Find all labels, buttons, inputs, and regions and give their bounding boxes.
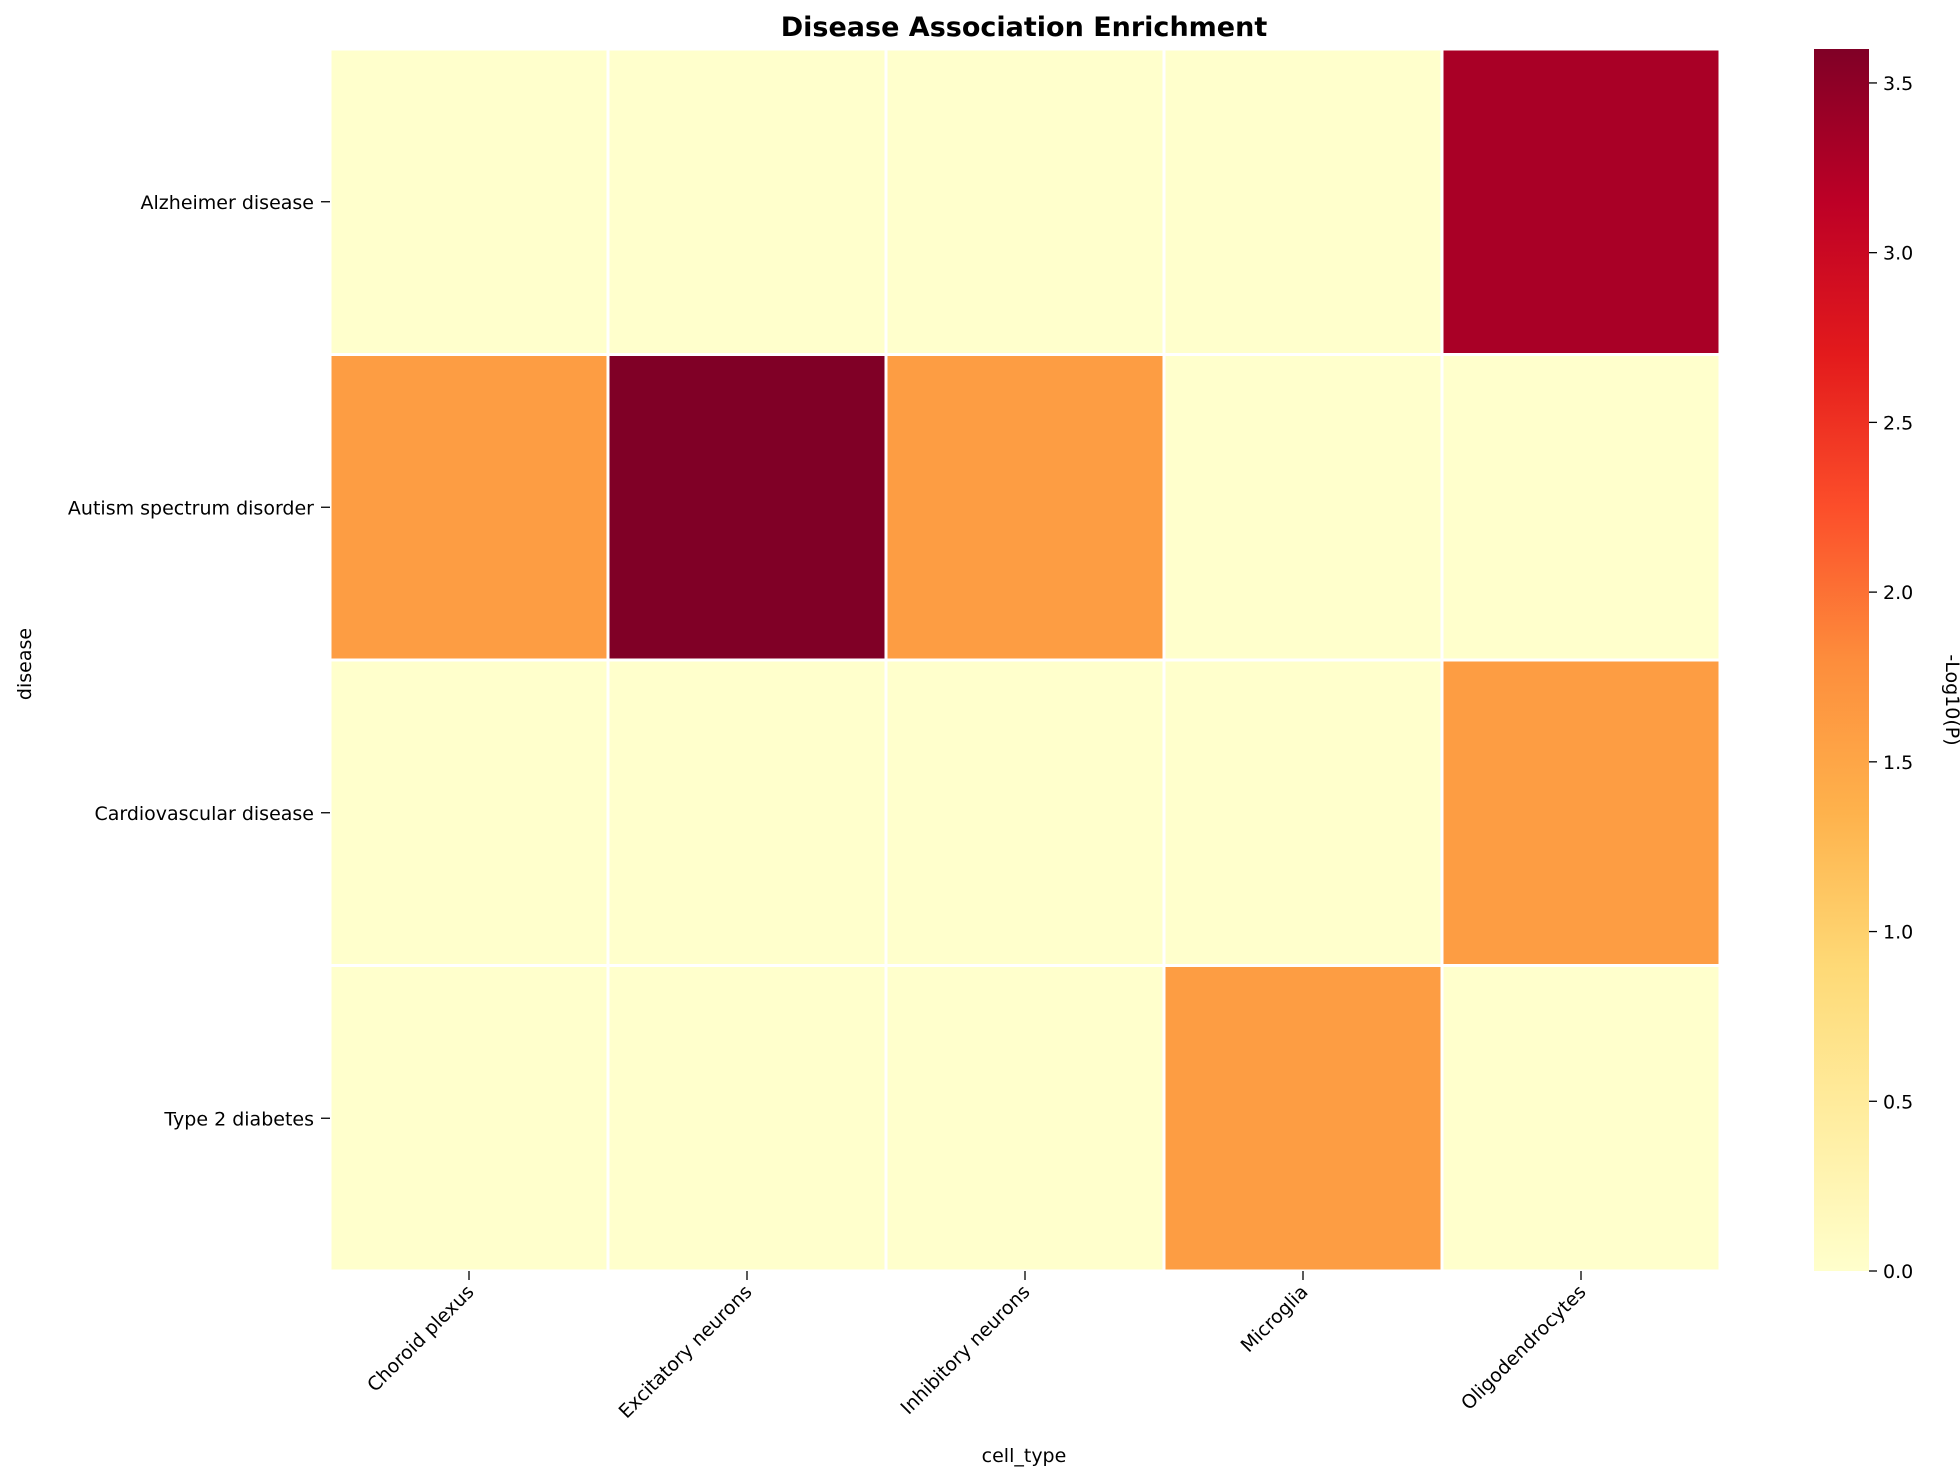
heatmap-cell bbox=[328, 353, 610, 662]
colorbar-tick-label: 1.5 bbox=[1883, 752, 1913, 774]
x-tick-label: Excitatory neurons bbox=[615, 1281, 757, 1423]
heatmap-cell bbox=[1162, 353, 1444, 662]
heatmap-cell bbox=[884, 658, 1166, 967]
heatmap-cell bbox=[884, 964, 1166, 1273]
heatmap-cell bbox=[606, 353, 888, 662]
heatmap-cell bbox=[606, 964, 888, 1273]
x-tick-label: Choroid plexus bbox=[363, 1281, 478, 1396]
heatmap-cell bbox=[1162, 47, 1444, 356]
heatmap-cell bbox=[606, 47, 888, 356]
y-tick-label: Cardiovascular disease bbox=[94, 803, 314, 825]
y-axis-label: disease bbox=[14, 628, 36, 700]
y-tick-label: Alzheimer disease bbox=[141, 192, 314, 214]
x-axis: Choroid plexus Excitatory neurons Inhibito… bbox=[363, 1271, 1591, 1423]
colorbar-gradient bbox=[1814, 49, 1869, 1271]
heatmap-cell bbox=[884, 353, 1166, 662]
colorbar-tick-label: 0.5 bbox=[1883, 1091, 1913, 1113]
x-tick-label: Inhibitory neurons bbox=[896, 1281, 1034, 1419]
colorbar-tick-label: 3.5 bbox=[1883, 73, 1913, 95]
heatmap-cell bbox=[328, 658, 610, 967]
heatmap-cells bbox=[328, 47, 1722, 1273]
heatmap-cell bbox=[884, 47, 1166, 356]
y-axis: Alzheimer disease Autism spectrum disorde… bbox=[68, 192, 330, 1130]
heatmap-cell bbox=[328, 964, 610, 1273]
colorbar-label: -Log10(P) bbox=[1941, 654, 1960, 745]
x-tick-label: Oligodendrocytes bbox=[1457, 1281, 1591, 1415]
heatmap-cell bbox=[1162, 964, 1444, 1273]
heatmap-cell bbox=[1440, 658, 1722, 967]
colorbar-tick-label: 2.0 bbox=[1883, 582, 1913, 604]
heatmap-cell bbox=[606, 658, 888, 967]
y-tick-label: Autism spectrum disorder bbox=[68, 497, 314, 519]
x-axis-label: cell_type bbox=[982, 1445, 1067, 1467]
colorbar-tick-label: 3.0 bbox=[1883, 243, 1913, 265]
colorbar-tick-label: 2.5 bbox=[1883, 412, 1913, 434]
colorbar-tick-label: 0.0 bbox=[1883, 1261, 1913, 1283]
heatmap-cell bbox=[1162, 658, 1444, 967]
x-tick-label: Microglia bbox=[1237, 1281, 1313, 1357]
chart-title: Disease Association Enrichment bbox=[781, 12, 1268, 43]
heatmap-cell bbox=[1440, 47, 1722, 356]
y-tick-label: Type 2 diabetes bbox=[163, 1108, 314, 1130]
heatmap-cell bbox=[328, 47, 610, 356]
colorbar: 0.0 0.5 1.0 1.5 2.0 2.5 3.0 3.5 -Log10(P) bbox=[1814, 49, 1960, 1283]
colorbar-tick-label: 1.0 bbox=[1883, 922, 1913, 944]
colorbar-ticks: 0.0 0.5 1.0 1.5 2.0 2.5 3.0 3.5 bbox=[1869, 73, 1913, 1283]
heatmap-cell bbox=[1440, 353, 1722, 662]
heatmap-cell bbox=[1440, 964, 1722, 1273]
